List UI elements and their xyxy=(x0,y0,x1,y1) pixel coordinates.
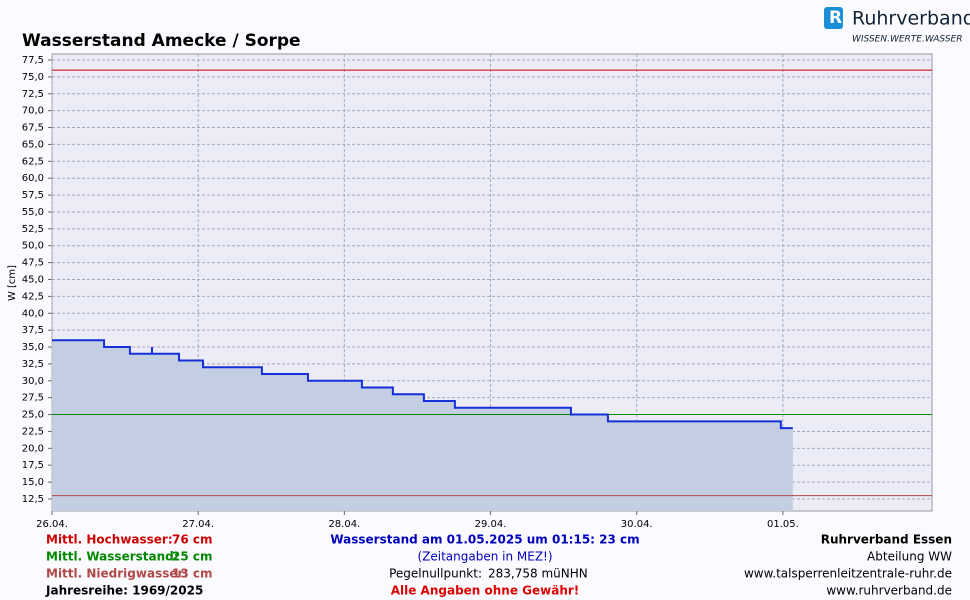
y-tick-label: 57,5 xyxy=(22,190,44,201)
y-tick-label: 15,0 xyxy=(22,477,44,488)
area xyxy=(52,340,793,511)
y-axis-label: W [cm] xyxy=(7,265,18,301)
y-tick-label: 32,5 xyxy=(22,359,44,370)
footer-timezone: (Zeitangaben in MEZ!) xyxy=(417,550,552,564)
reference-value: 13 cm xyxy=(172,567,213,581)
x-tick-label: 30.04. xyxy=(621,519,653,530)
y-tick-label: 12,5 xyxy=(22,494,44,505)
footer-current: Wasserstand am 01.05.2025 um 01:15: 23 c… xyxy=(330,533,639,547)
logo: R Ruhrverband WISSEN.WERTE.WASSER xyxy=(824,7,970,45)
reference-label: Mittl. Niedrigwasser: xyxy=(46,567,188,581)
y-tick-label: 70,0 xyxy=(22,106,44,117)
y-tick-label: 77,5 xyxy=(22,55,44,66)
footer-disclaimer: Alle Angaben ohne Gewähr! xyxy=(391,584,580,598)
y-tick-label: 30,0 xyxy=(22,376,44,387)
footer-org: Ruhrverband Essen xyxy=(821,533,952,547)
x-tick-label: 28.04. xyxy=(328,519,360,530)
y-tick-label: 17,5 xyxy=(22,460,44,471)
y-tick-label: 40,0 xyxy=(22,308,44,319)
logo-icon xyxy=(824,7,843,29)
x-tick-label: 01.05. xyxy=(767,519,799,530)
footer-department: Abteilung WW xyxy=(867,550,952,564)
y-tick-label: 50,0 xyxy=(22,241,44,252)
reference-label: Mittl. Hochwasser: xyxy=(46,533,173,547)
footer-years: Jahresreihe: 1969/2025 xyxy=(45,584,203,598)
reference-label: Mittl. Wasserstand: xyxy=(46,550,179,564)
footer-gauge-label: Pegelnullpunkt: xyxy=(389,567,482,581)
footer-gauge-value: 283,758 müNHN xyxy=(488,567,588,581)
y-tick-label: 37,5 xyxy=(22,325,44,336)
logo-tagline: WISSEN.WERTE.WASSER xyxy=(852,35,962,45)
y-tick-label: 62,5 xyxy=(22,156,44,167)
footer-url: www.talsperrenleitzentrale-ruhr.de xyxy=(744,567,952,581)
reference-value: 76 cm xyxy=(172,533,213,547)
y-tick-label: 55,0 xyxy=(22,207,44,218)
logo-icon-letter: R xyxy=(829,8,842,28)
y-tick-label: 35,0 xyxy=(22,342,44,353)
y-tick-label: 75,0 xyxy=(22,72,44,83)
chart-title: Wasserstand Amecke / Sorpe xyxy=(22,31,301,51)
y-tick-label: 25,0 xyxy=(22,410,44,421)
x-tick-label: 29.04. xyxy=(475,519,507,530)
y-tick-label: 52,5 xyxy=(22,224,44,235)
y-tick-label: 60,0 xyxy=(22,173,44,184)
line xyxy=(52,339,793,430)
y-tick-label: 45,0 xyxy=(22,274,44,285)
x-tick-label: 26.04. xyxy=(36,519,68,530)
y-tick-label: 42,5 xyxy=(22,291,44,302)
y-tick-label: 22,5 xyxy=(22,426,44,437)
footer: Jahresreihe: 1969/2025 Wasserstand am 01… xyxy=(45,533,952,598)
footer-url: www.ruhrverband.de xyxy=(826,584,952,598)
y-tick-label: 47,5 xyxy=(22,258,44,269)
logo-name: Ruhrverband xyxy=(852,8,970,30)
x-tick-label: 27.04. xyxy=(182,519,214,530)
y-tick-label: 67,5 xyxy=(22,123,44,134)
y-tick-label: 20,0 xyxy=(22,443,44,454)
y-tick-label: 72,5 xyxy=(22,89,44,100)
y-tick-label: 27,5 xyxy=(22,393,44,404)
reference-value: 25 cm xyxy=(172,550,213,564)
y-tick-label: 65,0 xyxy=(22,139,44,150)
